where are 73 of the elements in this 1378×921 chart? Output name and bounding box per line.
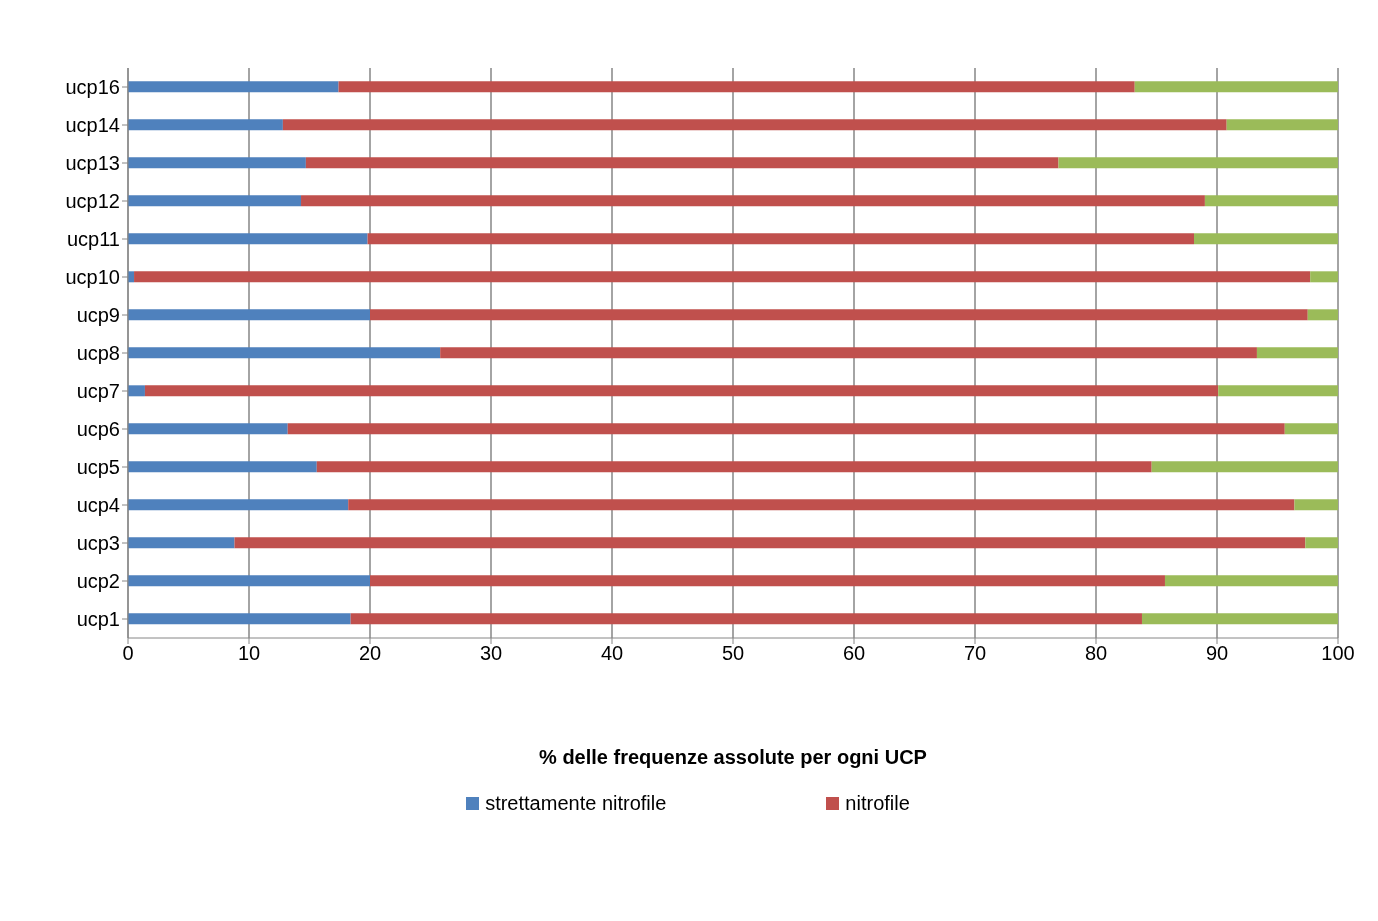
bar (316, 461, 1152, 473)
y-tick-label: ucp13 (65, 152, 120, 175)
bar (134, 271, 1311, 283)
bar (1164, 575, 1338, 587)
bar (128, 81, 339, 93)
bar (128, 613, 351, 625)
y-tick-label: ucp4 (76, 494, 120, 517)
bar (128, 423, 288, 435)
bar (287, 423, 1285, 435)
y-tick-label: ucp10 (65, 266, 120, 289)
x-tick-label: 90 (1205, 642, 1229, 665)
bar (128, 537, 235, 549)
bar (128, 499, 349, 511)
bar (144, 385, 1219, 397)
bar (440, 347, 1257, 359)
bar (128, 461, 317, 473)
bar (1141, 613, 1338, 625)
bar (1058, 157, 1338, 169)
x-tick-label: 70 (963, 642, 987, 665)
x-tick-label: 100 (1321, 642, 1355, 665)
y-tick-label: ucp12 (65, 190, 120, 213)
bar (128, 119, 283, 131)
bar (1218, 385, 1338, 397)
bar (128, 233, 368, 245)
legend-label: nitrofile (845, 792, 910, 815)
y-tick-label: ucp11 (66, 228, 120, 251)
bar (348, 499, 1295, 511)
bar (1204, 195, 1338, 207)
x-tick-label: 50 (721, 642, 745, 665)
y-tick-label: ucp14 (65, 114, 120, 137)
x-tick-label: 20 (358, 642, 382, 665)
bar (367, 233, 1195, 245)
x-tick-label: 10 (237, 642, 261, 665)
bar (1151, 461, 1338, 473)
bar (370, 309, 1308, 321)
y-tick-label: ucp9 (76, 304, 120, 327)
x-tick-label: 0 (122, 642, 134, 665)
bar (128, 309, 370, 321)
bar (370, 575, 1165, 587)
y-tick-label: ucp1 (76, 608, 120, 631)
bar (305, 157, 1059, 169)
bar (1194, 233, 1338, 245)
bar (1305, 537, 1338, 549)
bar (128, 157, 306, 169)
y-tick-label: ucp8 (76, 342, 120, 365)
y-tick-label: ucp6 (76, 418, 120, 441)
y-tick-label: ucp2 (76, 570, 120, 593)
x-tick-label: 60 (842, 642, 866, 665)
bar (1284, 423, 1338, 435)
bar (301, 195, 1205, 207)
bar (128, 385, 145, 397)
x-tick-label: 40 (600, 642, 624, 665)
bar (128, 575, 370, 587)
bar (282, 119, 1227, 131)
y-tick-label: ucp7 (76, 380, 120, 403)
bar (338, 81, 1135, 93)
legend-label: strettamente nitrofile (485, 792, 667, 815)
bar (1310, 271, 1338, 283)
x-tick-label: 80 (1084, 642, 1108, 665)
bar (128, 195, 302, 207)
y-tick-label: ucp16 (65, 76, 120, 99)
x-axis-title: % delle frequenze assolute per ogni UCP (539, 746, 927, 769)
bar (1307, 309, 1338, 321)
x-tick-label: 30 (479, 642, 503, 665)
bar (128, 347, 441, 359)
y-tick-label: ucp3 (76, 532, 120, 555)
bar (1226, 119, 1338, 131)
y-tick-label: ucp5 (76, 456, 120, 479)
bar (234, 537, 1306, 549)
bar (1294, 499, 1338, 511)
bar (1256, 347, 1338, 359)
bar (350, 613, 1142, 625)
bar (1134, 81, 1338, 93)
